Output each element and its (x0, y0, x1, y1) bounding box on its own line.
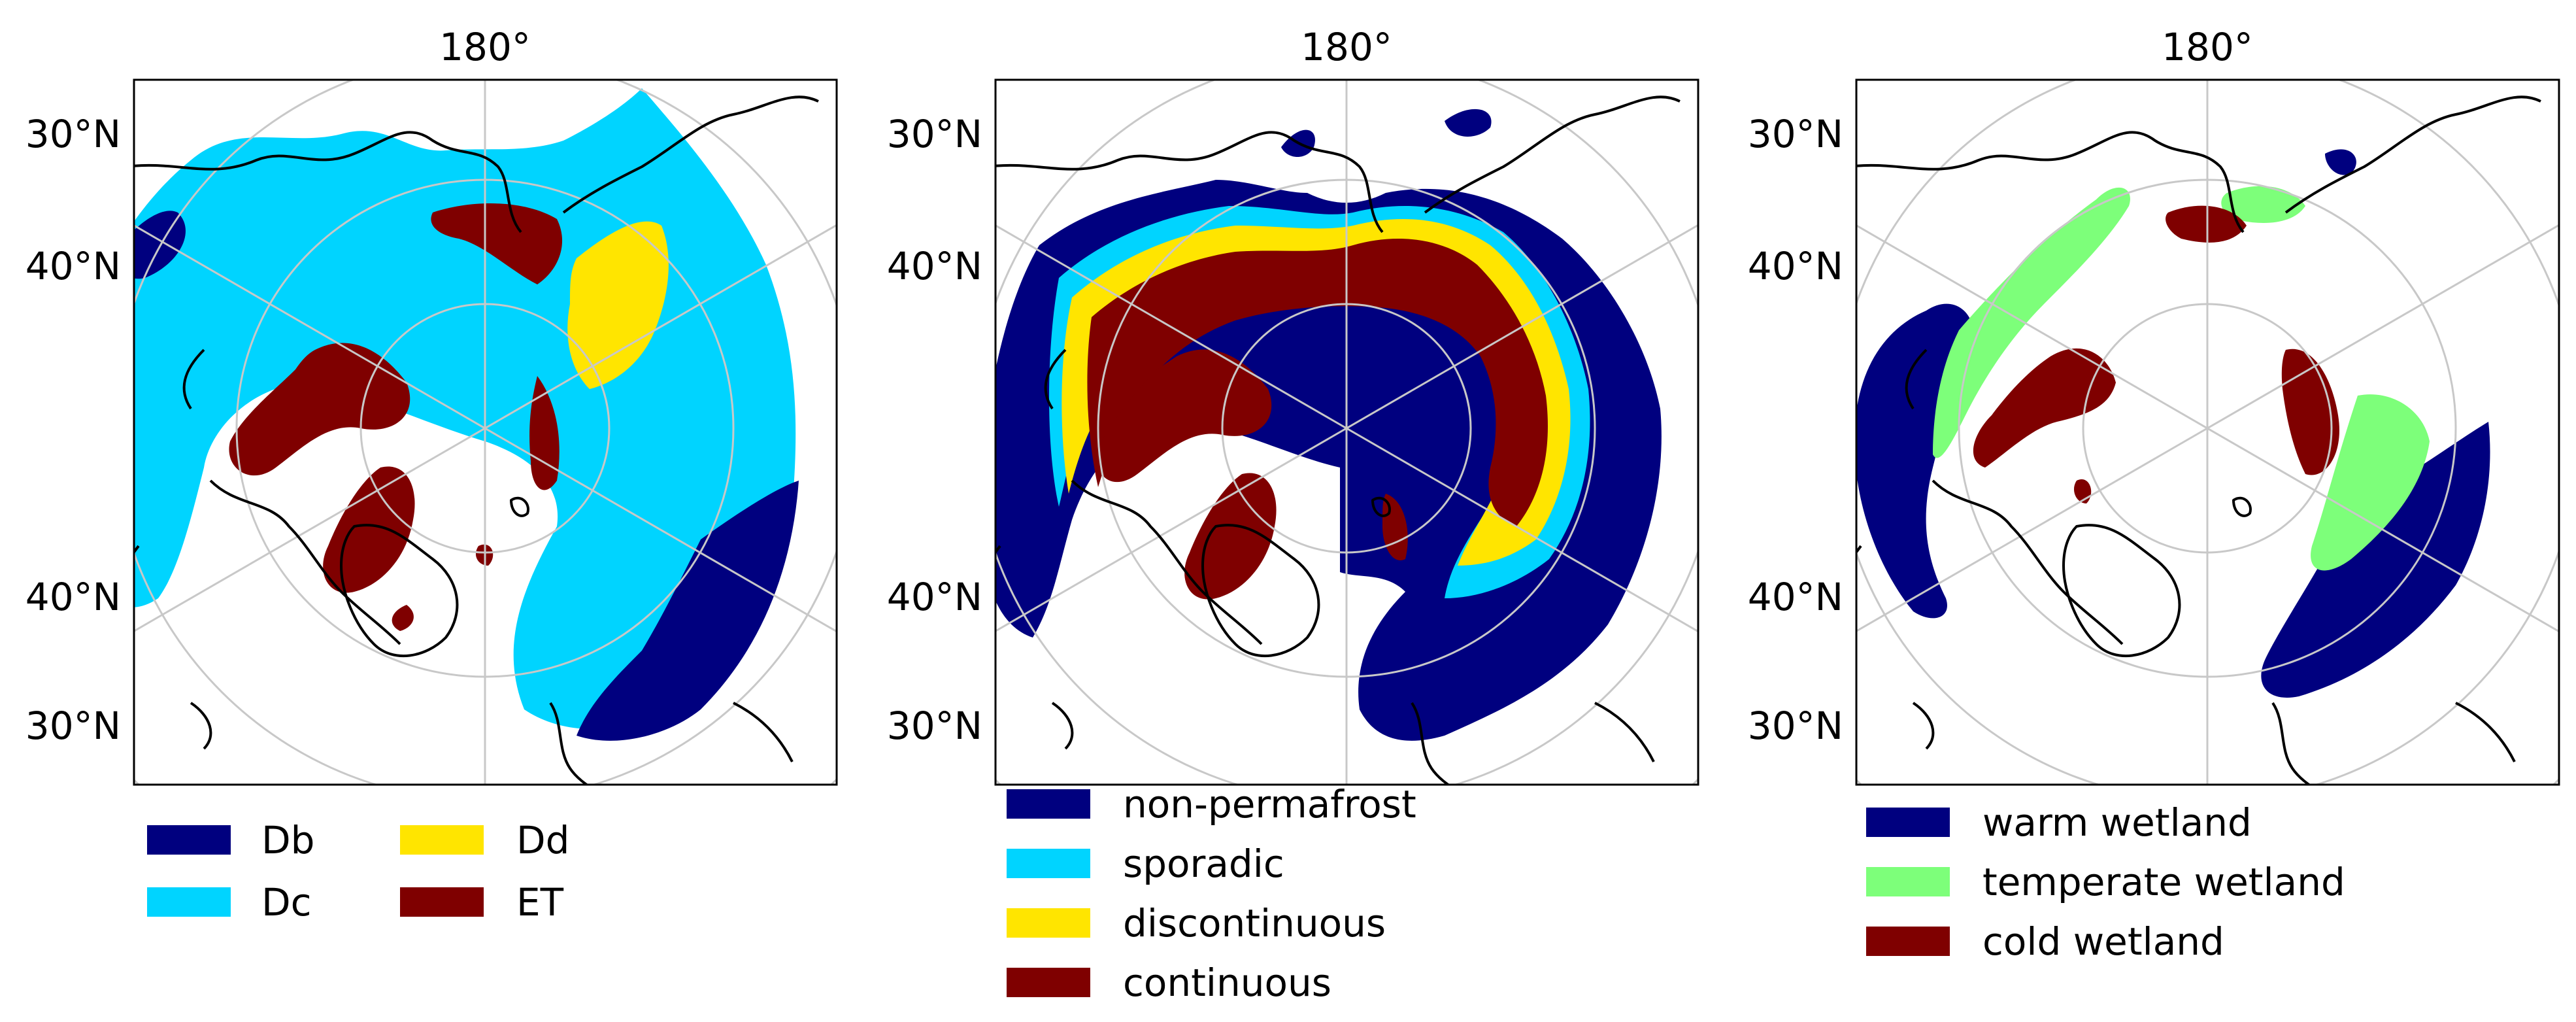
legend-item: Dc (147, 880, 312, 925)
map-wetland (1856, 80, 2559, 785)
region-dd (567, 221, 669, 389)
legend-koppen: Db Dd Dc ET (147, 818, 569, 925)
legend-swatch (1866, 927, 1950, 956)
lat-label: 40°N (1748, 575, 1843, 619)
region-et (392, 605, 414, 631)
meridian-180-label: 180° (1301, 25, 1392, 69)
legend-swatch (147, 825, 231, 855)
meridian-180-label: 180° (2162, 25, 2253, 69)
lat-label: 30°N (25, 704, 121, 748)
region-non-permafrost (1445, 109, 1492, 137)
legend-swatch (1866, 867, 1950, 896)
lat-label: 40°N (887, 575, 982, 619)
legend-swatch (1007, 968, 1090, 997)
panel-koppen: 180° 30°N 40°N 40°N 30°N (25, 25, 838, 786)
legend-label: Dd (516, 818, 569, 862)
legend-swatch (1007, 908, 1090, 938)
legend-label: discontinuous (1123, 901, 1386, 945)
map-permafrost (995, 80, 1698, 785)
lat-label: 30°N (1748, 704, 1843, 748)
region-continuous (1087, 239, 1548, 526)
region-et (323, 466, 415, 593)
lat-label: 40°N (25, 244, 121, 288)
lat-label: 30°N (887, 704, 982, 748)
region-temperate-wetland (1933, 187, 2130, 458)
legend-label: cold wetland (1982, 919, 2224, 964)
legend-swatch (400, 887, 484, 917)
legend-label: non-permafrost (1123, 782, 1416, 826)
legend-label: Db (261, 818, 314, 862)
lat-label: 40°N (1748, 244, 1843, 288)
lat-label: 30°N (25, 112, 121, 156)
legend-label: warm wetland (1982, 800, 2252, 845)
legend-label: temperate wetland (1982, 860, 2345, 904)
legend-item: cold wetland (1866, 919, 2224, 964)
legend-label: continuous (1123, 961, 1331, 1005)
legend-label: sporadic (1123, 842, 1284, 886)
region-warm-wetland (2261, 422, 2490, 698)
region-cold-wetland (1973, 348, 2116, 468)
legend-item: continuous (1007, 961, 1331, 1005)
region-et (431, 203, 563, 284)
region-warm-wetland (2325, 149, 2356, 175)
region-cold-wetland (2281, 349, 2339, 475)
legend-swatch (1866, 808, 1950, 837)
legend-item: discontinuous (1007, 901, 1386, 945)
region-et (229, 343, 410, 476)
region-continuous (1097, 349, 1272, 483)
legend-item: temperate wetland (1866, 860, 2345, 904)
legend-permafrost: non-permafrost sporadic discontinuous co… (1007, 782, 1416, 1005)
region-et (529, 376, 560, 490)
lat-label: 40°N (887, 244, 982, 288)
legend-item: warm wetland (1866, 800, 2252, 845)
region-cold-wetland (2166, 205, 2247, 243)
lat-label: 30°N (887, 112, 982, 156)
legend-swatch (147, 887, 231, 917)
lat-label: 40°N (25, 575, 121, 619)
panel-permafrost: 180° 30°N 40°N 40°N 30°N (887, 25, 1699, 786)
legend-swatch (400, 825, 484, 855)
legend-swatch (1007, 789, 1090, 819)
legend-label: Dc (261, 880, 312, 925)
legend-label: ET (516, 880, 564, 925)
region-db (577, 481, 799, 741)
legend-item: Dd (400, 818, 569, 862)
region-temperate-wetland (2221, 186, 2305, 223)
region-continuous (1184, 473, 1277, 600)
legend-item: Db (147, 818, 314, 862)
panel-wetland: 180° 30°N 40°N 40°N 30°N (1748, 25, 2560, 786)
legend-item: non-permafrost (1007, 782, 1416, 826)
legend-wetland: warm wetland temperate wetland cold wetl… (1866, 800, 2345, 964)
meridian-180-label: 180° (439, 25, 531, 69)
legend-item: ET (400, 880, 564, 925)
legend-swatch (1007, 849, 1090, 878)
map-koppen (134, 80, 837, 785)
legend-item: sporadic (1007, 842, 1284, 886)
lat-label: 30°N (1748, 112, 1843, 156)
region-temperate-wetland (2311, 394, 2430, 571)
